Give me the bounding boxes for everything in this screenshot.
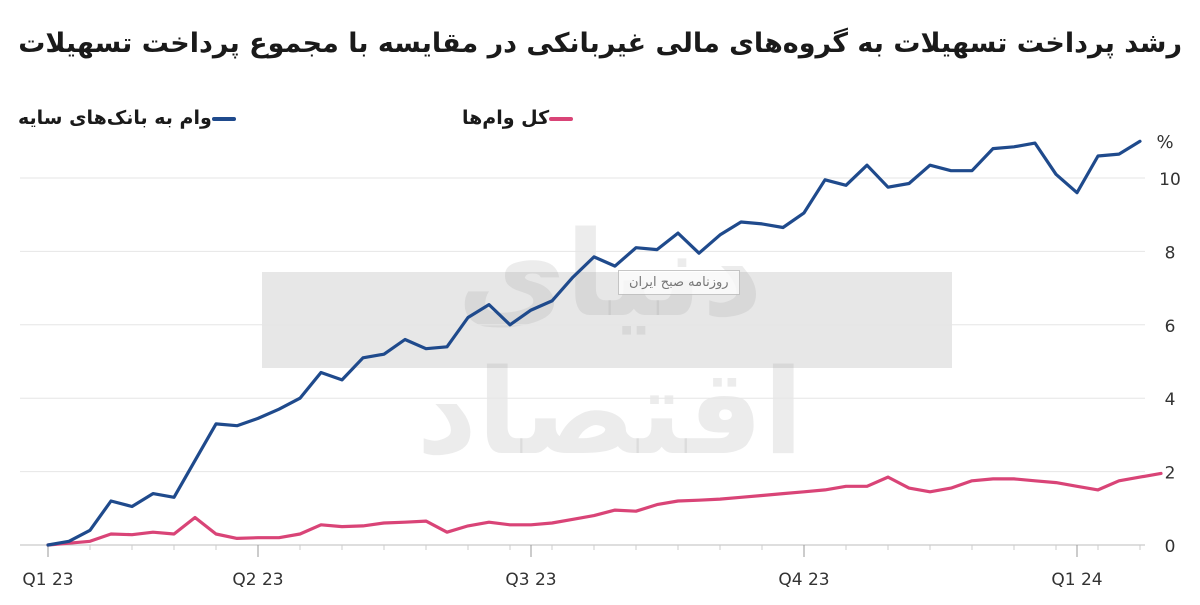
x-tick-label: Q1 23 xyxy=(22,570,73,590)
series-line-shadow-banks xyxy=(46,139,1142,547)
series-lines xyxy=(46,139,1163,547)
grid-lines xyxy=(20,177,1145,546)
y-tick-label: 8 xyxy=(1165,243,1176,263)
y-axis: 0 2 4 6 8 10% xyxy=(1156,132,1180,557)
legend-swatch-shadow-banks xyxy=(211,116,236,121)
series-line-total-loans xyxy=(46,471,1163,547)
x-tick-label: Q1 24 xyxy=(1051,570,1102,590)
x-tick-label: Q4 23 xyxy=(778,570,829,590)
y-tick-label: 4 xyxy=(1165,390,1176,410)
legend-label-total-loans: کل وام‌ها xyxy=(462,107,550,129)
legend-item-shadow-banks: وام به بانک‌های سایه xyxy=(18,107,246,129)
x-axis: Q1 23 Q2 23 Q3 23 Q4 23 Q1 24 xyxy=(22,545,1141,590)
y-tick-label: 2 xyxy=(1165,464,1176,484)
chart-title: رشد پرداخت تسهیلات به گروه‌های مالی غیرب… xyxy=(18,28,1182,59)
y-unit-label: % xyxy=(1156,132,1173,153)
watermark-subtitle: روزنامه صبح ایران xyxy=(618,270,740,295)
y-tick-label: 0 xyxy=(1165,537,1176,557)
y-tick-label: 10 xyxy=(1159,170,1181,190)
y-tick-label: 6 xyxy=(1165,317,1176,337)
legend-swatch-total-loans xyxy=(549,116,574,121)
legend-label-shadow-banks: وام به بانک‌های سایه xyxy=(18,107,212,129)
x-tick-label: Q3 23 xyxy=(505,570,556,590)
watermark-band xyxy=(262,272,952,368)
x-tick-label: Q2 23 xyxy=(232,570,283,590)
legend-item-total-loans: کل وام‌ها xyxy=(462,107,583,129)
